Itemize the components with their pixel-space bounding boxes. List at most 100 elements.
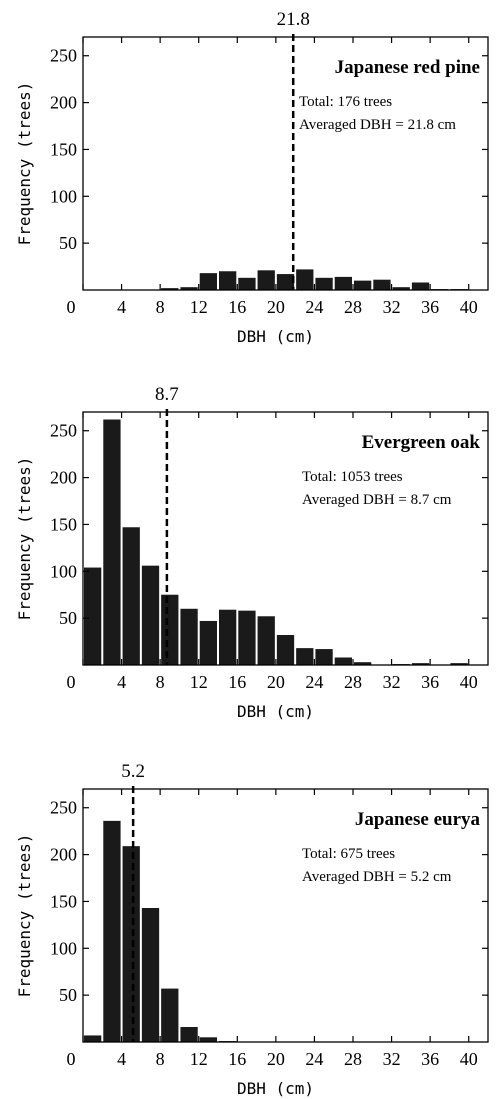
histogram-bar (334, 276, 352, 290)
histogram-bar (296, 648, 314, 665)
histogram-bar (161, 594, 179, 665)
x-tick-label: 32 (383, 1049, 401, 1069)
histogram-bar (199, 620, 217, 665)
histogram-bar (122, 527, 140, 665)
x-tick-label: 0 (67, 297, 76, 317)
y-tick-label: 150 (50, 139, 77, 159)
histogram-bar (103, 419, 121, 665)
y-tick-label: 200 (50, 93, 77, 113)
histogram-bar (161, 288, 179, 290)
y-tick-label: 50 (59, 233, 77, 253)
histogram-bar (84, 567, 102, 665)
histogram-bar (141, 565, 160, 665)
y-tick-label: 200 (50, 845, 77, 865)
species-title: Japanese eurya (355, 809, 481, 830)
histogram-bar (354, 662, 372, 665)
histogram-bar (392, 287, 410, 290)
histogram-bar (296, 269, 314, 290)
plot-frame (82, 411, 489, 666)
total-trees-note: Total: 675 trees (302, 846, 395, 862)
x-tick-label: 24 (305, 672, 323, 692)
x-tick-label: 8 (156, 672, 165, 692)
x-tick-label: 12 (190, 1049, 208, 1069)
x-tick-label: 36 (421, 1049, 439, 1069)
histogram-bar (450, 663, 468, 665)
histogram-bar (180, 608, 198, 665)
y-tick-label: 50 (59, 985, 77, 1005)
x-tick-label: 0 (67, 1049, 76, 1069)
y-tick-label: 100 (50, 938, 77, 958)
histogram-bar (103, 820, 121, 1042)
y-axis-label: Frequency (trees) (15, 82, 34, 246)
histogram-bar (141, 908, 160, 1042)
y-tick-label: 250 (50, 798, 77, 818)
x-tick-label: 8 (156, 297, 165, 317)
y-tick-label: 250 (50, 421, 77, 441)
mean-dbh-label: 21.8 (277, 9, 310, 30)
histogram-bar (219, 271, 237, 290)
histogram-bar (257, 616, 275, 665)
y-axis-label: Frequency (trees) (15, 834, 34, 998)
histogram-bar (238, 610, 256, 665)
x-tick-label: 32 (383, 672, 401, 692)
x-tick-label: 20 (267, 1049, 285, 1069)
y-tick-label: 250 (50, 46, 77, 66)
y-tick-label: 200 (50, 468, 77, 488)
total-trees-note: Total: 176 trees (299, 94, 392, 110)
chart-panel-1: 50 100 150 200 250 0 4 8 12 16 20 24 28 32 36 40 DBH (cm… (15, 9, 489, 346)
x-tick-label: 0 (67, 672, 76, 692)
averaged-dbh-note: Averaged DBH = 21.8 cm (299, 117, 456, 133)
x-tick-label: 16 (228, 672, 246, 692)
x-tick-label: 4 (117, 297, 126, 317)
chart-panel-2: 50 100 150 200 250 0 4 8 12 16 20 24 28 32 36 40 DBH (cm… (15, 384, 489, 721)
x-tick-label: 40 (460, 672, 478, 692)
x-tick-label: 12 (190, 672, 208, 692)
species-title: Japanese red pine (335, 57, 480, 78)
x-tick-label: 8 (156, 1049, 165, 1069)
histogram-bar (411, 663, 430, 665)
x-tick-label: 28 (344, 672, 362, 692)
x-tick-label: 28 (344, 1049, 362, 1069)
histogram-bar (84, 1035, 102, 1042)
x-tick-label: 40 (460, 297, 478, 317)
averaged-dbh-note: Averaged DBH = 5.2 cm (302, 869, 452, 885)
x-tick-label: 24 (305, 1049, 323, 1069)
y-tick-label: 150 (50, 891, 77, 911)
histogram-bar (122, 846, 140, 1042)
plot-frame (82, 36, 489, 291)
y-tick-label: 150 (50, 514, 77, 534)
histogram-bar (373, 279, 391, 290)
x-tick-label: 28 (344, 297, 362, 317)
y-tick-label: 100 (50, 561, 77, 581)
histogram-bar (411, 282, 430, 290)
mean-dbh-label: 5.2 (121, 761, 145, 782)
chart-panel-3: 50 100 150 200 250 0 4 8 12 16 20 24 28 32 36 40 DBH (cm… (15, 761, 489, 1098)
histogram-bar (334, 657, 352, 665)
histogram-bar (315, 277, 333, 290)
histogram-bar (354, 280, 372, 290)
histogram-bar (180, 1027, 198, 1042)
species-title: Evergreen oak (362, 432, 481, 453)
mean-dbh-label: 8.7 (155, 384, 179, 405)
histogram-bar (257, 270, 275, 290)
x-tick-label: 32 (383, 297, 401, 317)
histogram-bar (199, 1037, 217, 1042)
x-tick-label: 20 (267, 297, 285, 317)
histogram-bar (315, 649, 333, 665)
x-axis-label: DBH (cm) (237, 702, 314, 721)
x-tick-label: 20 (267, 672, 285, 692)
y-tick-label: 100 (50, 186, 77, 206)
x-tick-label: 4 (117, 672, 126, 692)
x-tick-label: 36 (421, 297, 439, 317)
averaged-dbh-note: Averaged DBH = 8.7 cm (302, 492, 452, 508)
total-trees-note: Total: 1053 trees (302, 469, 403, 485)
histogram-bar (161, 988, 179, 1042)
x-tick-label: 12 (190, 297, 208, 317)
x-tick-label: 24 (305, 297, 323, 317)
plot-frame (82, 788, 489, 1043)
histogram-bar (180, 287, 198, 290)
x-axis-label: DBH (cm) (237, 1079, 314, 1098)
x-tick-label: 16 (228, 1049, 246, 1069)
histogram-bar (276, 635, 295, 665)
